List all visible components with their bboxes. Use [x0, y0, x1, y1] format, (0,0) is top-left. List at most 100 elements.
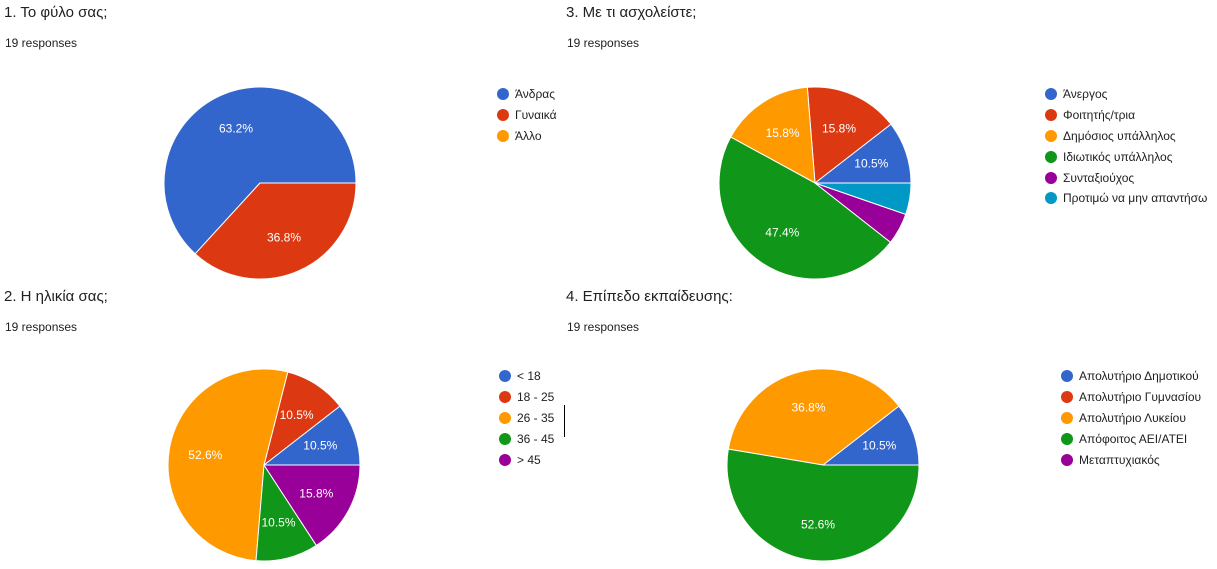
legend-swatch [1045, 171, 1057, 184]
legend-label: Άνδρας [515, 87, 556, 102]
legend-item[interactable]: Φοιτητής/τρια [1045, 105, 1207, 126]
legend-item[interactable]: Απολυτήριο Γυμνασίου [1061, 387, 1201, 408]
legend: Απολυτήριο Δημοτικού Απολυτήριο Γυμνασίου… [1061, 366, 1201, 470]
pie-slice[interactable] [167, 368, 289, 562]
text-cursor [564, 405, 565, 437]
legend-label: Μεταπτυχιακός [1079, 452, 1160, 467]
legend-swatch [1045, 88, 1057, 101]
response-count: 19 responses [567, 320, 640, 334]
legend-label: Συνταξιούχος [1063, 170, 1135, 185]
legend-item[interactable]: Άλλο [497, 126, 557, 147]
legend-label: Άλλο [515, 128, 542, 143]
legend-label: Απόφοιτος ΑΕΙ/ΑΤΕΙ [1079, 431, 1188, 446]
legend-item[interactable]: 18 - 25 [499, 387, 554, 408]
pie-chart-education: 10.5% 36.8% 52.6% [726, 368, 920, 562]
legend-swatch [1061, 391, 1073, 404]
pie-chart-age: 10.5% 10.5% 52.6% 10.5% 15.8% [167, 368, 361, 562]
slice-data-label: 15.8% [822, 122, 856, 136]
slice-data-label: 10.5% [261, 516, 295, 530]
legend-item[interactable]: > 45 [499, 449, 554, 470]
legend-label: 18 - 25 [517, 390, 555, 405]
slice-data-label: 36.8% [791, 400, 825, 414]
legend-label: Ιδιωτικός υπάλληλος [1063, 149, 1173, 164]
pie-slice[interactable] [726, 448, 920, 562]
pie-slice[interactable] [814, 182, 912, 215]
legend-swatch [499, 432, 511, 445]
legend-swatch [499, 370, 511, 383]
legend-label: Δημόσιος υπάλληλος [1063, 128, 1176, 143]
legend-label: 36 - 45 [517, 431, 555, 446]
response-count: 19 responses [567, 36, 640, 50]
slice-data-label: 10.5% [854, 157, 888, 171]
chart-panel-age: 2. Η ηλικία σας; 19 responses 10.5% 10.5%… [0, 284, 600, 569]
pie-slice[interactable] [263, 464, 361, 547]
slice-data-label: 52.6% [801, 517, 835, 531]
legend-swatch [1061, 453, 1073, 466]
legend-swatch [1061, 370, 1073, 383]
pie-slice[interactable] [163, 86, 357, 255]
pie-slice[interactable] [727, 368, 900, 466]
legend-item[interactable]: Γυναικά [497, 105, 557, 126]
chart-panel-gender: 1. Το φύλο σας; 19 responses 63.2% 36.8% … [0, 0, 600, 284]
legend: Άνεργος Φοιτητής/τρια Δημόσιος υπάλληλος Ιδ… [1045, 84, 1207, 209]
legend-item[interactable]: Άνεργος [1045, 84, 1207, 105]
legend-label: > 45 [517, 452, 541, 467]
slice-data-label: 15.8% [299, 486, 333, 500]
legend-item[interactable]: Απόφοιτος ΑΕΙ/ΑΤΕΙ [1061, 428, 1201, 449]
slice-data-label: 47.4% [765, 226, 799, 240]
legend-label: Γυναικά [515, 108, 557, 123]
chart-title: 3. Με τι ασχολείστε; [566, 4, 697, 21]
legend-item[interactable]: 36 - 45 [499, 428, 554, 449]
chart-panel-occupation: 3. Με τι ασχολείστε; 19 responses 10.5% 1… [562, 0, 1217, 284]
chart-title: 1. Το φύλο σας; [4, 4, 108, 21]
legend-item[interactable]: Συνταξιούχος [1045, 167, 1207, 188]
legend: < 18 18 - 25 26 - 35 36 - 45 > 45 [499, 366, 554, 470]
legend-label: Προτιμώ να μην απαντήσω [1063, 191, 1208, 206]
pie-slice[interactable] [194, 182, 357, 280]
legend-swatch [499, 411, 511, 424]
legend-item[interactable]: < 18 [499, 366, 554, 387]
legend-label: Φοιτητής/τρια [1063, 108, 1136, 123]
legend-swatch [1045, 109, 1057, 122]
pie-slice[interactable] [718, 136, 892, 280]
pie-slice[interactable] [730, 86, 816, 184]
chart-panel-education: 4. Επίπεδο εκπαίδευσης: 19 responses 10.… [562, 284, 1217, 569]
legend: Άνδρας Γυναικά Άλλο [497, 84, 557, 146]
legend-swatch [1045, 150, 1057, 163]
legend-swatch [499, 391, 511, 404]
legend-swatch [497, 88, 509, 101]
legend-swatch [497, 109, 509, 122]
legend-label: Άνεργος [1063, 87, 1108, 102]
legend-item[interactable]: Άνδρας [497, 84, 557, 105]
pie-chart-gender: 63.2% 36.8% [163, 86, 357, 280]
legend-item[interactable]: Δημόσιος υπάλληλος [1045, 126, 1207, 147]
legend-item[interactable]: Μεταπτυχιακός [1061, 449, 1201, 470]
slice-data-label: 63.2% [219, 122, 253, 136]
legend-item[interactable]: 26 - 35 [499, 408, 554, 429]
legend-label: Απολυτήριο Λυκείου [1079, 410, 1186, 425]
legend-item[interactable]: Απολυτήριο Δημοτικού [1061, 366, 1201, 387]
slice-data-label: 10.5% [862, 439, 896, 453]
legend-label: Απολυτήριο Γυμνασίου [1079, 390, 1202, 405]
response-count: 19 responses [5, 320, 78, 334]
slice-data-label: 52.6% [188, 448, 222, 462]
pie-chart-occupation: 10.5% 15.8% 15.8% 47.4% [718, 86, 912, 280]
slice-data-label: 10.5% [303, 439, 337, 453]
legend-label: 26 - 35 [517, 410, 555, 425]
legend-swatch [499, 453, 511, 466]
chart-title: 2. Η ηλικία σας; [4, 288, 108, 305]
response-count: 19 responses [5, 36, 78, 50]
legend-item[interactable]: Απολυτήριο Λυκείου [1061, 408, 1201, 429]
legend-item[interactable]: Προτιμώ να μην απαντήσω [1045, 188, 1207, 209]
slice-data-label: 15.8% [766, 126, 800, 140]
slice-data-label: 10.5% [280, 408, 314, 422]
legend-swatch [1045, 129, 1057, 142]
legend-swatch [1061, 411, 1073, 424]
legend-swatch [497, 129, 509, 142]
legend-swatch [1061, 432, 1073, 445]
chart-title: 4. Επίπεδο εκπαίδευσης: [566, 288, 733, 305]
pie-slice[interactable] [806, 86, 892, 184]
slice-data-label: 36.8% [267, 231, 301, 245]
legend-item[interactable]: Ιδιωτικός υπάλληλος [1045, 146, 1207, 167]
legend-swatch [1045, 192, 1057, 205]
